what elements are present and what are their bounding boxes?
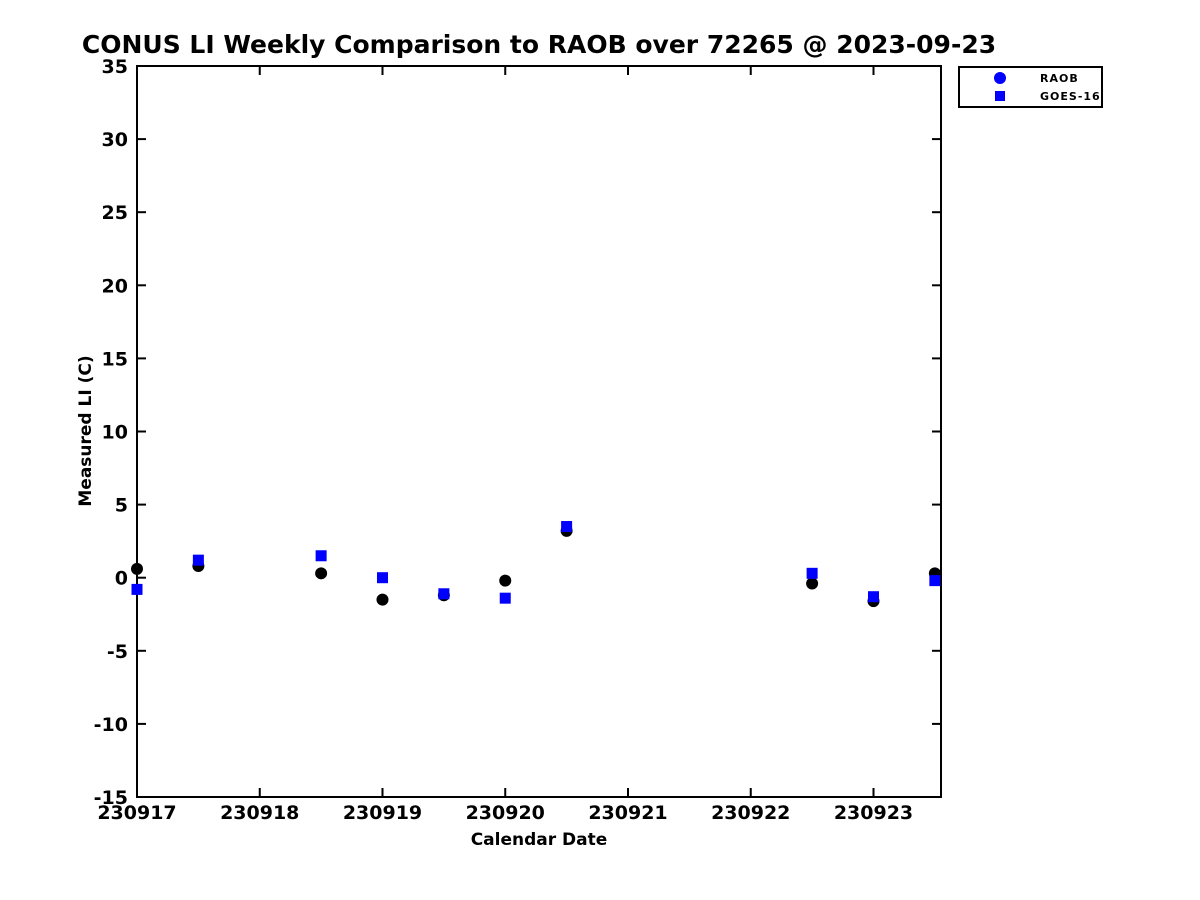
goes-16-data-point bbox=[806, 567, 818, 579]
circle-marker-icon bbox=[994, 72, 1006, 84]
legend-item-goes16: GOES-16 bbox=[960, 89, 1101, 104]
y-tick-label: -15 bbox=[94, 787, 128, 809]
legend-label-goes16: GOES-16 bbox=[1040, 89, 1101, 103]
y-tick-label: 35 bbox=[102, 56, 128, 78]
x-tick-label: 230920 bbox=[466, 802, 545, 824]
plot-frame bbox=[136, 65, 942, 798]
x-tick-label: 230919 bbox=[343, 802, 422, 824]
raob-data-point bbox=[315, 567, 328, 580]
y-tick-label: 20 bbox=[102, 275, 128, 297]
raob-data-point bbox=[806, 577, 819, 590]
chart-title: CONUS LI Weekly Comparison to RAOB over … bbox=[81, 30, 997, 59]
y-tick-label: -5 bbox=[107, 641, 128, 663]
goes-16-data-point bbox=[131, 583, 143, 595]
legend-marker-cell bbox=[960, 72, 1040, 84]
goes-16-data-point bbox=[561, 521, 573, 533]
legend-marker-cell bbox=[960, 91, 1040, 101]
y-tick-label: 15 bbox=[102, 348, 128, 370]
y-tick-label: 10 bbox=[102, 422, 128, 444]
y-tick-label: -10 bbox=[94, 714, 128, 736]
x-tick-label: 230923 bbox=[834, 802, 913, 824]
goes-16-data-point bbox=[499, 592, 511, 604]
raob-data-point bbox=[376, 593, 389, 606]
goes-16-data-point bbox=[376, 572, 388, 584]
x-tick-label: 230917 bbox=[97, 802, 176, 824]
legend: RAOB GOES-16 bbox=[958, 66, 1103, 108]
goes-16-data-point bbox=[867, 591, 879, 603]
legend-label-raob: RAOB bbox=[1040, 71, 1079, 85]
raob-data-point bbox=[131, 562, 143, 575]
raob-data-point bbox=[499, 574, 512, 587]
y-tick-label: 30 bbox=[102, 129, 128, 151]
x-tick-label: 230922 bbox=[711, 802, 790, 824]
legend-item-raob: RAOB bbox=[960, 71, 1101, 86]
square-marker-icon bbox=[995, 91, 1005, 101]
goes-16-data-point bbox=[929, 575, 941, 587]
x-axis-label: Calendar Date bbox=[470, 830, 608, 850]
x-tick-label: 230918 bbox=[220, 802, 299, 824]
y-tick-label: 5 bbox=[115, 495, 128, 517]
x-tick-label: 230921 bbox=[588, 802, 667, 824]
goes-16-data-point bbox=[192, 554, 204, 566]
y-tick-label: 25 bbox=[102, 202, 128, 224]
y-tick-label: 0 bbox=[115, 568, 128, 590]
goes-16-data-point bbox=[438, 588, 450, 600]
goes-16-data-point bbox=[315, 550, 327, 562]
